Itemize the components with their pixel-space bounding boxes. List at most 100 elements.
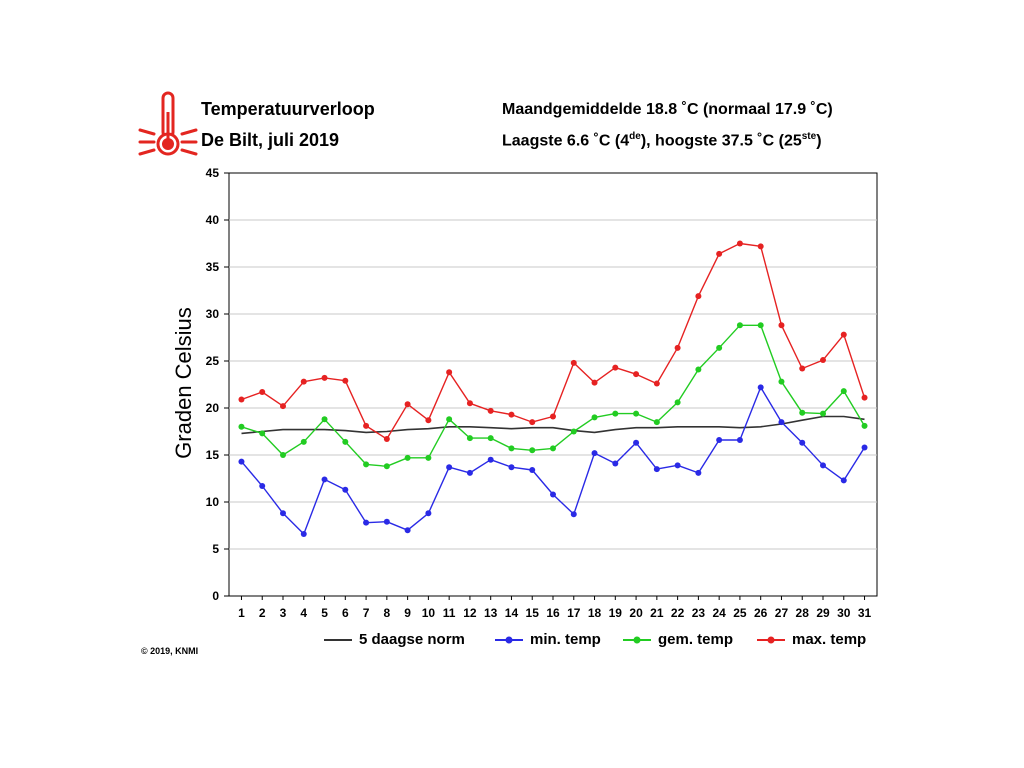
point-gem [259,430,266,437]
point-max [342,377,349,384]
x-tick-label: 21 [650,606,664,620]
point-min [446,464,453,471]
point-gem [280,452,286,458]
point-gem [757,322,764,329]
point-max [487,407,494,414]
legend-swatch-gem [623,636,651,643]
legend-item-min: min. temp [494,631,601,648]
point-max [280,403,286,410]
x-tick-label: 26 [754,606,768,620]
point-min [570,511,577,518]
point-min [757,384,764,391]
y-axis-label: Graden Celsius [171,307,196,459]
legend-item-gem: gem. temp [622,631,733,648]
point-gem [820,410,826,417]
y-tick-label: 5 [212,542,219,556]
point-max [321,374,328,381]
x-tick-label: 12 [463,606,477,620]
point-gem [570,428,577,435]
legend-swatch-norm [324,638,352,641]
x-tick-label: 20 [629,606,643,620]
point-min [778,419,785,426]
point-gem [446,416,453,423]
point-max [425,417,432,424]
x-tick-label: 14 [505,606,519,620]
point-min [342,486,349,493]
point-max [612,364,619,371]
legend-swatch-max [757,636,785,643]
point-max [861,394,868,401]
x-tick-label: 10 [422,606,436,620]
point-gem [861,422,868,429]
point-max [529,419,536,426]
series-line-gem [241,324,866,467]
legend-label-max: max. temp [792,631,867,648]
point-max [404,401,411,408]
point-max [383,436,390,443]
series-line-max [241,242,866,440]
y-tick-label: 35 [206,260,220,274]
point-min [529,467,536,474]
point-max [778,322,785,329]
point-min [466,469,473,476]
point-gem [342,438,349,445]
point-min [300,530,307,537]
point-min [550,491,556,498]
extremes-text-part: Laagste 6.6 ˚C (4 [502,132,630,150]
x-tick-label: 4 [300,606,307,620]
x-tick-label: 3 [280,606,287,620]
x-tick-label: 28 [796,606,810,620]
y-tick-label: 40 [206,213,220,227]
x-tick-label: 6 [342,606,349,620]
legend-label-gem: gem. temp [658,631,734,648]
point-max [674,344,681,351]
y-tick-label: 20 [206,401,220,415]
legend-item-norm: 5 daagse norm [323,631,465,648]
point-max [736,240,743,247]
x-tick-label: 17 [567,606,581,620]
point-gem [425,454,432,461]
x-tick-label: 27 [775,606,789,620]
point-gem [736,322,743,329]
point-min [861,444,868,451]
point-gem [300,438,307,445]
x-tick-label: 15 [526,606,540,620]
x-tick-label: 22 [671,606,685,620]
point-max [716,250,723,257]
x-tick-label: 2 [259,606,266,620]
point-min [383,518,390,525]
point-min [238,458,245,465]
point-min [840,477,847,484]
point-min [716,436,723,443]
x-tick-label: 13 [484,606,498,620]
x-tick-label: 11 [443,606,456,620]
point-gem [238,423,245,430]
point-min [799,439,806,446]
x-tick-label: 29 [816,606,830,620]
point-max [653,380,660,387]
point-max [695,293,702,300]
series-line-min [240,386,866,535]
x-tick-label: 5 [321,606,328,620]
extremes-text-part: ) [816,132,822,150]
y-tick-label: 25 [206,354,220,368]
point-max [591,379,598,386]
extremes-text-part: ), hoogste 37.5 ˚C (25 [640,132,802,150]
x-tick-label: 19 [609,606,623,620]
point-min [820,462,826,469]
y-tick-label: 45 [206,166,220,180]
point-gem [799,409,806,416]
x-tick-label: 7 [363,606,370,620]
point-gem [633,410,640,417]
legend-item-max: max. temp [756,631,866,648]
x-tick-label: 8 [384,606,391,620]
point-gem [612,410,619,417]
x-tick-label: 1 [238,606,245,620]
point-max [757,243,764,250]
point-max [550,413,556,420]
point-gem [508,445,515,452]
point-gem [404,454,411,461]
point-gem [716,344,723,351]
point-min [653,466,660,473]
point-gem [653,419,660,426]
